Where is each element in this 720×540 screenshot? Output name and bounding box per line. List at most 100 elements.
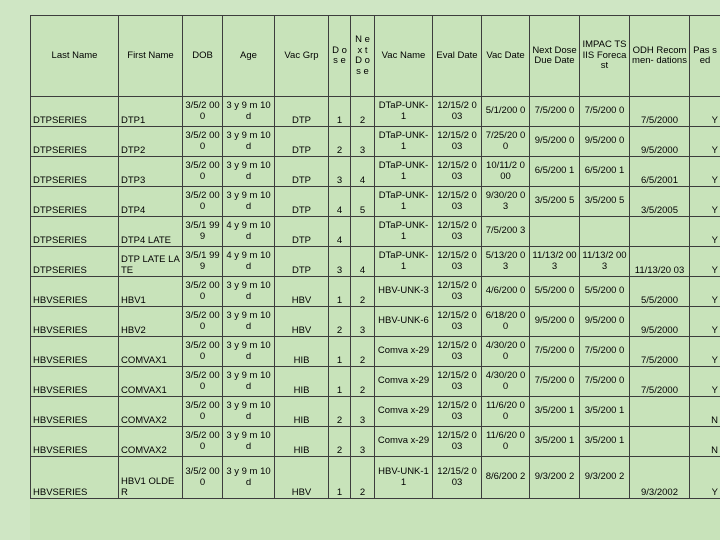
- cell-dose: 2: [328, 396, 351, 427]
- cell-odh-recommendation: 9/3/2002: [629, 456, 690, 499]
- cell-first-name: HBV1 OLDER: [118, 456, 183, 499]
- cell-eval-date: 12/15/2 003: [432, 276, 482, 307]
- cell-first-name: COMVAX2: [118, 396, 183, 427]
- cell-passed: Y: [689, 366, 720, 397]
- table-row: HBVSERIES COMVAX2 3/5/2 000 3 y 9 m 10 d HIB…: [30, 426, 720, 457]
- cell-next-dose-due: 9/5/200 0: [529, 126, 580, 157]
- cell-dob: 3/5/2 000: [182, 276, 223, 307]
- cell-odh-recommendation: [629, 216, 690, 247]
- cell-last-name: DTPSERIES: [30, 186, 119, 217]
- cell-dob: 3/5/2 000: [182, 306, 223, 337]
- col-header-vac-date: Vac Date: [481, 15, 530, 97]
- cell-eval-date: 12/15/2 003: [432, 126, 482, 157]
- cell-age: 3 y 9 m 10 d: [222, 186, 275, 217]
- cell-dose: 3: [328, 156, 351, 187]
- cell-vac-date: 9/30/20 03: [481, 186, 530, 217]
- cell-passed: Y: [689, 126, 720, 157]
- cell-eval-date: 12/15/2 003: [432, 306, 482, 337]
- cell-impact-forecast: 7/5/200 0: [579, 336, 630, 367]
- cell-odh-recommendation: 11/13/20 03: [629, 246, 690, 277]
- cell-impact-forecast: 11/13/2 003: [579, 246, 630, 277]
- col-header-next-dose-due: Next Dose Due Date: [529, 15, 580, 97]
- cell-first-name: DTP2: [118, 126, 183, 157]
- col-header-eval-date: Eval Date: [432, 15, 482, 97]
- cell-dose: 2: [328, 306, 351, 337]
- cell-next-dose: 4: [350, 156, 375, 187]
- cell-vac-grp: HIB: [274, 366, 329, 397]
- cell-first-name: COMVAX1: [118, 336, 183, 367]
- cell-eval-date: 12/15/2 003: [432, 216, 482, 247]
- cell-vac-name: HBV-UNK-6: [374, 306, 433, 337]
- cell-odh-recommendation: 7/5/2000: [629, 366, 690, 397]
- cell-next-dose: 3: [350, 306, 375, 337]
- cell-vac-name: HBV-UNK-11: [374, 456, 433, 499]
- cell-next-dose-due: 3/5/200 1: [529, 396, 580, 427]
- cell-vac-name: Comva x-29: [374, 336, 433, 367]
- cell-last-name: HBVSERIES: [30, 366, 119, 397]
- col-header-impact-forecast: IMPAC TSIIS Foreca st: [579, 15, 630, 97]
- cell-vac-date: 11/6/20 00: [481, 396, 530, 427]
- cell-eval-date: 12/15/2 003: [432, 456, 482, 499]
- cell-dose: 1: [328, 366, 351, 397]
- cell-odh-recommendation: 6/5/2001: [629, 156, 690, 187]
- cell-passed: Y: [689, 96, 720, 127]
- cell-last-name: DTPSERIES: [30, 216, 119, 247]
- cell-age: 3 y 9 m 10 d: [222, 426, 275, 457]
- cell-vac-grp: DTP: [274, 186, 329, 217]
- cell-next-dose-due: 6/5/200 1: [529, 156, 580, 187]
- cell-dose: 1: [328, 336, 351, 367]
- cell-passed: N: [689, 426, 720, 457]
- col-header-vac-name: Vac Name: [374, 15, 433, 97]
- cell-odh-recommendation: [629, 426, 690, 457]
- cell-dose: 1: [328, 456, 351, 499]
- cell-age: 3 y 9 m 10 d: [222, 126, 275, 157]
- cell-passed: Y: [689, 186, 720, 217]
- col-header-odh-recommendations: ODH Recom men- dations: [629, 15, 690, 97]
- cell-vac-grp: DTP: [274, 156, 329, 187]
- cell-eval-date: 12/15/2 003: [432, 186, 482, 217]
- cell-last-name: HBVSERIES: [30, 426, 119, 457]
- cell-eval-date: 12/15/2 003: [432, 366, 482, 397]
- cell-vac-name: HBV-UNK-3: [374, 276, 433, 307]
- cell-next-dose: 3: [350, 126, 375, 157]
- table-row: HBVSERIES HBV1 3/5/2 000 3 y 9 m 10 d HBV 1 2 H…: [30, 276, 720, 307]
- table-row: HBVSERIES HBV2 3/5/2 000 3 y 9 m 10 d HBV 2 3 H…: [30, 306, 720, 337]
- cell-eval-date: 12/15/2 003: [432, 426, 482, 457]
- table-row: DTPSERIES DTP4 3/5/2 000 3 y 9 m 10 d DTP 4 5 D…: [30, 186, 720, 217]
- cell-vac-grp: HBV: [274, 456, 329, 499]
- table-row: HBVSERIES COMVAX2 3/5/2 000 3 y 9 m 10 d HIB…: [30, 396, 720, 427]
- cell-next-dose-due: 7/5/200 0: [529, 96, 580, 127]
- cell-vac-date: 4/30/20 00: [481, 336, 530, 367]
- cell-first-name: DTP1: [118, 96, 183, 127]
- cell-impact-forecast: 6/5/200 1: [579, 156, 630, 187]
- cell-impact-forecast: 9/5/200 0: [579, 126, 630, 157]
- col-header-first-name: First Name: [118, 15, 183, 97]
- cell-eval-date: 12/15/2 003: [432, 96, 482, 127]
- col-header-age: Age: [222, 15, 275, 97]
- cell-next-dose: 2: [350, 276, 375, 307]
- cell-next-dose: 2: [350, 336, 375, 367]
- cell-dob: 3/5/2 000: [182, 426, 223, 457]
- cell-vac-grp: HIB: [274, 396, 329, 427]
- cell-eval-date: 12/15/2 003: [432, 336, 482, 367]
- cell-age: 4 y 9 m 10 d: [222, 216, 275, 247]
- cell-passed: Y: [689, 156, 720, 187]
- cell-last-name: DTPSERIES: [30, 126, 119, 157]
- cell-eval-date: 12/15/2 003: [432, 396, 482, 427]
- cell-next-dose-due: 9/3/200 2: [529, 456, 580, 499]
- cell-vac-date: 10/11/2 000: [481, 156, 530, 187]
- cell-first-name: COMVAX1: [118, 366, 183, 397]
- col-header-dose: D os e: [328, 15, 351, 97]
- cell-next-dose: 3: [350, 426, 375, 457]
- cell-dob: 3/5/2 000: [182, 126, 223, 157]
- cell-first-name: DTP4: [118, 186, 183, 217]
- cell-vac-name: Comva x-29: [374, 396, 433, 427]
- cell-vac-name: DTaP-UNK-1: [374, 156, 433, 187]
- cell-vac-grp: DTP: [274, 96, 329, 127]
- table-row: DTPSERIES DTP LATE LATE 3/5/1 999 4 y 9 m 1…: [30, 246, 720, 277]
- vaccine-test-table: Last Name First Name DOB Age Vac Grp D o…: [30, 15, 720, 499]
- cell-vac-date: 5/13/20 03: [481, 246, 530, 277]
- cell-vac-grp: HBV: [274, 276, 329, 307]
- cell-dose: 1: [328, 96, 351, 127]
- cell-age: 3 y 9 m 10 d: [222, 396, 275, 427]
